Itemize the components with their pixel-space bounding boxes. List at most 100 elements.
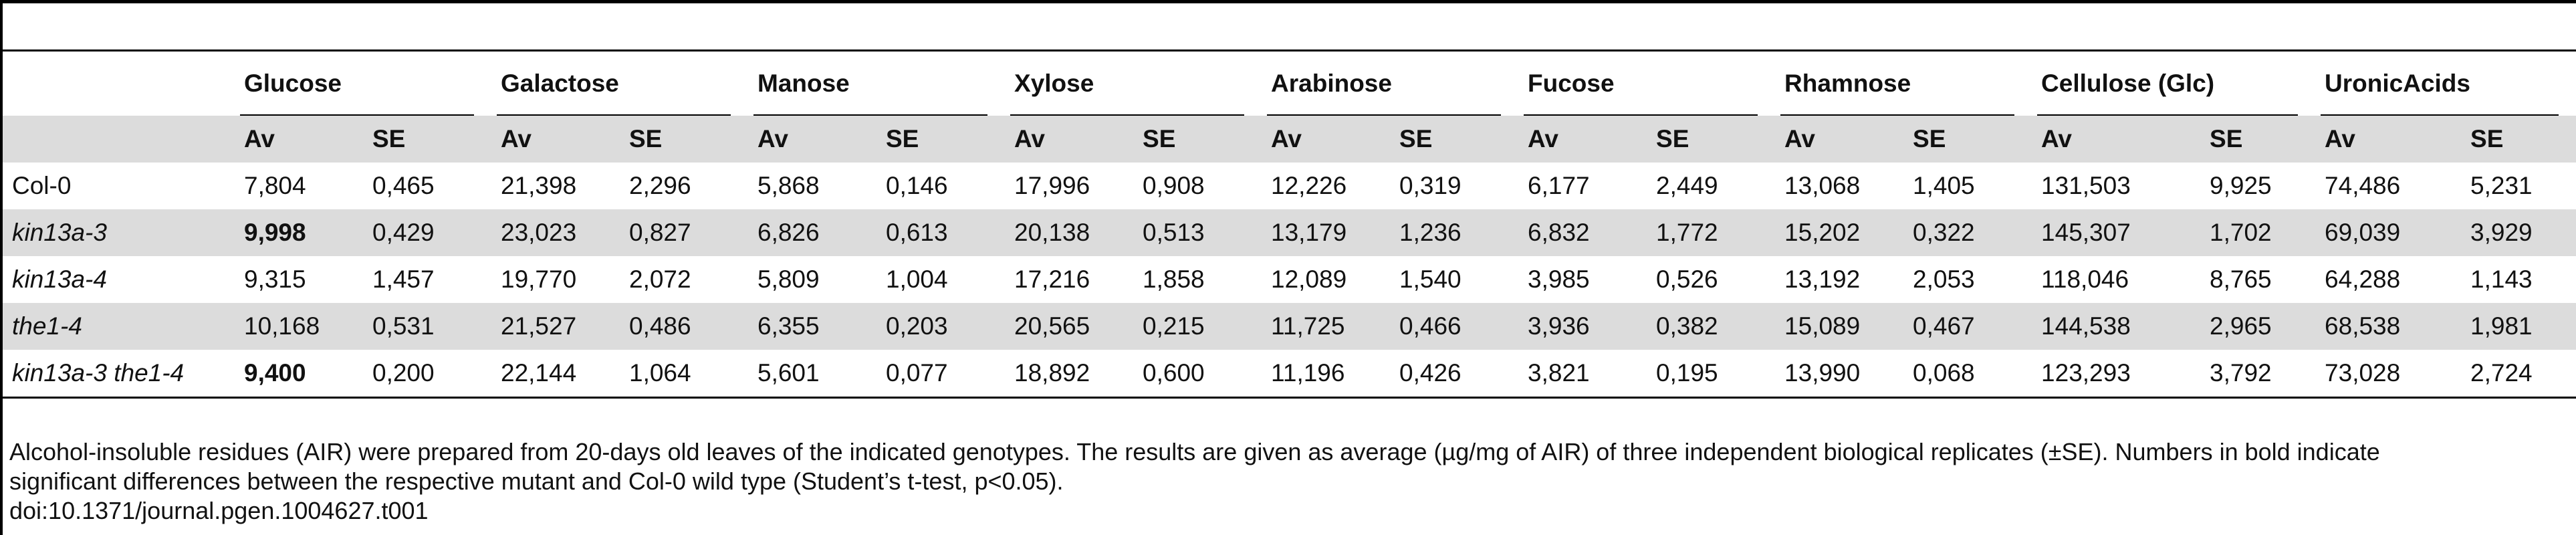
average-value: 145,307 bbox=[2041, 219, 2131, 246]
average-value: 131,503 bbox=[2041, 172, 2131, 199]
average-value-cell: 11,725 bbox=[1267, 303, 1396, 350]
standard-error-cell: 0,600 bbox=[1139, 350, 1267, 397]
table-row: kin13a-3 the1-4 9,400 0,200 22,144 1,064 5,60… bbox=[3, 350, 2576, 397]
standard-error-value: 0,068 bbox=[1913, 359, 1975, 387]
standard-error-value: 0,467 bbox=[1913, 312, 1975, 340]
standard-error-value: 1,143 bbox=[2470, 265, 2533, 293]
standard-error-cell: 5,231 bbox=[2466, 163, 2576, 209]
average-value-cell: 123,293 bbox=[2037, 350, 2206, 397]
sub-header-se: SE bbox=[368, 116, 497, 163]
average-value: 21,527 bbox=[501, 312, 577, 340]
standard-error-value: 0,486 bbox=[629, 312, 691, 340]
genotype-label: kin13a-3 the1-4 bbox=[12, 359, 185, 387]
group-header-fucose: Fucose bbox=[1524, 51, 1780, 116]
standard-error-value: 2,053 bbox=[1913, 265, 1975, 293]
standard-error-cell: 1,981 bbox=[2466, 303, 2576, 350]
standard-error-cell: 1,405 bbox=[1909, 163, 2037, 209]
standard-error-cell: 2,053 bbox=[1909, 256, 2037, 303]
standard-error-value: 2,449 bbox=[1656, 172, 1718, 199]
standard-error-value: 0,195 bbox=[1656, 359, 1718, 387]
average-value-cell: 73,028 bbox=[2321, 350, 2466, 397]
average-value: 6,355 bbox=[757, 312, 820, 340]
average-value-cell: 144,538 bbox=[2037, 303, 2206, 350]
genotype-label: kin13a-4 bbox=[12, 265, 107, 293]
genotype-label-cell: the1-4 bbox=[3, 303, 240, 350]
standard-error-value: 0,600 bbox=[1143, 359, 1205, 387]
standard-error-cell: 0,068 bbox=[1909, 350, 2037, 397]
standard-error-cell: 0,827 bbox=[625, 209, 753, 256]
standard-error-cell: 0,200 bbox=[368, 350, 497, 397]
average-value-cell: 20,138 bbox=[1010, 209, 1139, 256]
standard-error-value: 0,613 bbox=[886, 219, 948, 246]
standard-error-cell: 1,858 bbox=[1139, 256, 1267, 303]
average-value-cell: 12,226 bbox=[1267, 163, 1395, 209]
average-value: 19,770 bbox=[501, 265, 577, 293]
average-value: 3,821 bbox=[1528, 359, 1590, 387]
average-value: 12,226 bbox=[1271, 172, 1347, 199]
average-value-cell: 3,936 bbox=[1524, 303, 1653, 350]
average-value-cell: 118,046 bbox=[2037, 256, 2206, 303]
average-value: 123,293 bbox=[2041, 359, 2131, 387]
average-value-cell: 6,355 bbox=[753, 303, 882, 350]
table-top-rule bbox=[3, 49, 2576, 51]
standard-error-cell: 1,457 bbox=[368, 256, 497, 303]
sub-header-av: Av bbox=[1524, 116, 1653, 163]
doi-label: doi:10.1371/journal.pgen.1004627.t001 bbox=[9, 497, 429, 524]
genotype-label-cell: kin13a-4 bbox=[3, 256, 240, 303]
average-value: 9,400 bbox=[244, 359, 306, 387]
standard-error-value: 1,405 bbox=[1913, 172, 1975, 199]
sub-header-av: Av bbox=[240, 116, 368, 163]
average-value: 5,601 bbox=[757, 359, 820, 387]
monosaccharide-composition-table: Glucose Galactose Manose Xylose Arabinos… bbox=[3, 51, 2576, 397]
average-value: 20,565 bbox=[1014, 312, 1090, 340]
standard-error-cell: 0,465 bbox=[368, 163, 497, 209]
standard-error-cell: 0,613 bbox=[882, 209, 1011, 256]
average-value-cell: 23,023 bbox=[497, 209, 625, 256]
genotype-label-cell: kin13a-3 bbox=[3, 209, 240, 256]
sub-header-av: Av bbox=[497, 116, 625, 163]
standard-error-cell: 3,792 bbox=[2206, 350, 2321, 397]
standard-error-value: 9,925 bbox=[2210, 172, 2272, 199]
average-value-cell: 21,527 bbox=[497, 303, 625, 350]
average-value-cell: 18,892 bbox=[1010, 350, 1139, 397]
standard-error-cell: 0,077 bbox=[882, 350, 1010, 397]
average-value-cell: 10,168 bbox=[240, 303, 368, 350]
standard-error-value: 0,465 bbox=[372, 172, 435, 199]
standard-error-value: 0,077 bbox=[886, 359, 948, 387]
standard-error-value: 0,426 bbox=[1399, 359, 1461, 387]
standard-error-value: 0,203 bbox=[886, 312, 948, 340]
standard-error-value: 3,929 bbox=[2470, 219, 2533, 246]
standard-error-value: 1,772 bbox=[1656, 219, 1718, 246]
average-value: 6,832 bbox=[1528, 219, 1590, 246]
average-value-cell: 5,809 bbox=[753, 256, 882, 303]
average-value-cell: 5,868 bbox=[753, 163, 882, 209]
top-border-rule bbox=[0, 0, 2576, 3]
average-value-cell: 9,998 bbox=[240, 209, 368, 256]
standard-error-cell: 0,146 bbox=[882, 163, 1010, 209]
average-value: 9,315 bbox=[244, 265, 306, 293]
standard-error-cell: 2,072 bbox=[625, 256, 753, 303]
average-value: 74,486 bbox=[2325, 172, 2401, 199]
standard-error-cell: 0,526 bbox=[1652, 256, 1780, 303]
average-value: 13,068 bbox=[1784, 172, 1861, 199]
genotype-label-cell: Col-0 bbox=[3, 163, 240, 209]
average-value-cell: 12,089 bbox=[1267, 256, 1395, 303]
group-header-cellulose: Cellulose (Glc) bbox=[2037, 51, 2321, 116]
average-value: 69,039 bbox=[2325, 219, 2401, 246]
average-value: 17,216 bbox=[1014, 265, 1090, 293]
standard-error-value: 0,429 bbox=[372, 219, 435, 246]
average-value-cell: 6,177 bbox=[1524, 163, 1652, 209]
group-header-rhamnose: Rhamnose bbox=[1780, 51, 2037, 116]
average-value-cell: 69,039 bbox=[2321, 209, 2467, 256]
standard-error-value: 1,981 bbox=[2470, 312, 2533, 340]
group-header-manose: Manose bbox=[753, 51, 1010, 116]
genotype-label-cell: kin13a-3 the1-4 bbox=[3, 350, 240, 397]
average-value-cell: 13,192 bbox=[1780, 256, 1909, 303]
standard-error-value: 0,513 bbox=[1143, 219, 1205, 246]
average-value: 73,028 bbox=[2325, 359, 2401, 387]
standard-error-value: 0,908 bbox=[1143, 172, 1205, 199]
average-value: 15,089 bbox=[1784, 312, 1861, 340]
average-value: 6,177 bbox=[1528, 172, 1590, 199]
standard-error-cell: 0,466 bbox=[1395, 303, 1524, 350]
standard-error-cell: 2,296 bbox=[625, 163, 753, 209]
